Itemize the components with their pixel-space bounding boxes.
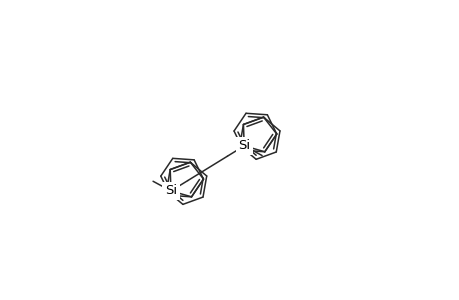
Text: Si: Si	[164, 184, 177, 197]
Text: Si: Si	[238, 140, 250, 152]
